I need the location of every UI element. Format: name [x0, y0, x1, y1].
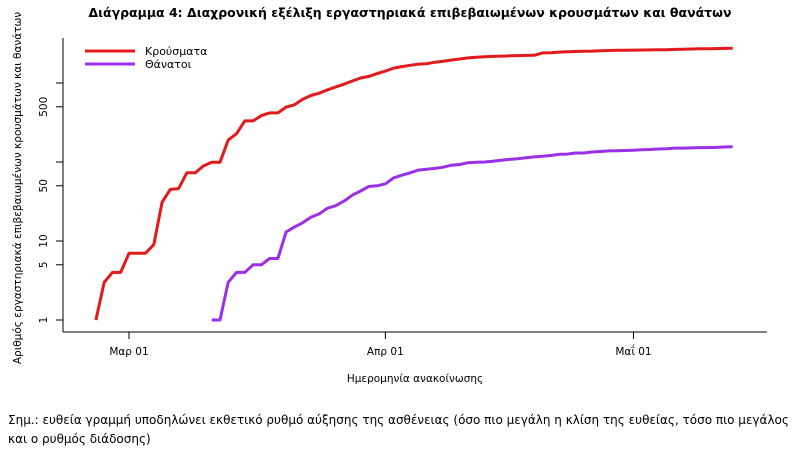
y-axis-label: Αριθμός εργαστηριακά επιβεβαιωμένων κρου… — [12, 12, 24, 364]
legend-label-deaths: Θάνατοι — [145, 58, 192, 71]
y-tick-label: 10 — [38, 234, 50, 247]
x-tick-label: Μαΐ 01 — [615, 344, 651, 358]
footnote: Σημ.: ευθεία γραμμή υποδηλώνει εκθετικό … — [8, 413, 789, 446]
series-lines — [94, 46, 733, 322]
legend: Κρούσματα Θάνατοι — [85, 45, 207, 71]
cases-line — [94, 46, 733, 321]
y-tick-label: 50 — [38, 179, 50, 192]
y-tick-label: 500 — [38, 97, 50, 117]
y-tick-label: 1 — [38, 317, 50, 324]
x-ticks: Μαρ 01 Απρ 01 Μαΐ 01 — [109, 332, 652, 358]
x-tick-label: Μαρ 01 — [109, 346, 148, 358]
chart-title: Διάγραμμα 4: Διαχρονική εξέλιξη εργαστηρ… — [88, 5, 731, 20]
legend-label-cases: Κρούσματα — [145, 45, 207, 58]
deaths-line — [211, 145, 733, 322]
y-ticks: 1 5 10 50 500 — [38, 82, 63, 324]
y-tick-label: 5 — [38, 261, 50, 268]
x-axis-label: Ημερομηνία ανακοίνωσης — [347, 373, 483, 385]
x-tick-label: Απρ 01 — [367, 346, 404, 358]
